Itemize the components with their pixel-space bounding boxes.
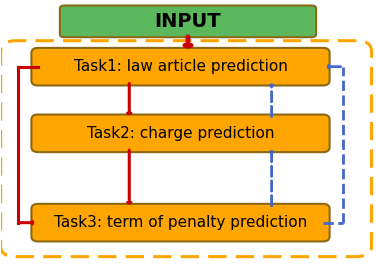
FancyBboxPatch shape [60, 5, 316, 37]
FancyBboxPatch shape [32, 204, 330, 241]
Text: Task2: charge prediction: Task2: charge prediction [87, 126, 274, 141]
FancyBboxPatch shape [32, 48, 330, 85]
Text: Task1: law article prediction: Task1: law article prediction [74, 59, 287, 74]
FancyBboxPatch shape [32, 114, 330, 152]
Text: Task3: term of penalty prediction: Task3: term of penalty prediction [54, 215, 307, 230]
Text: INPUT: INPUT [155, 12, 221, 31]
